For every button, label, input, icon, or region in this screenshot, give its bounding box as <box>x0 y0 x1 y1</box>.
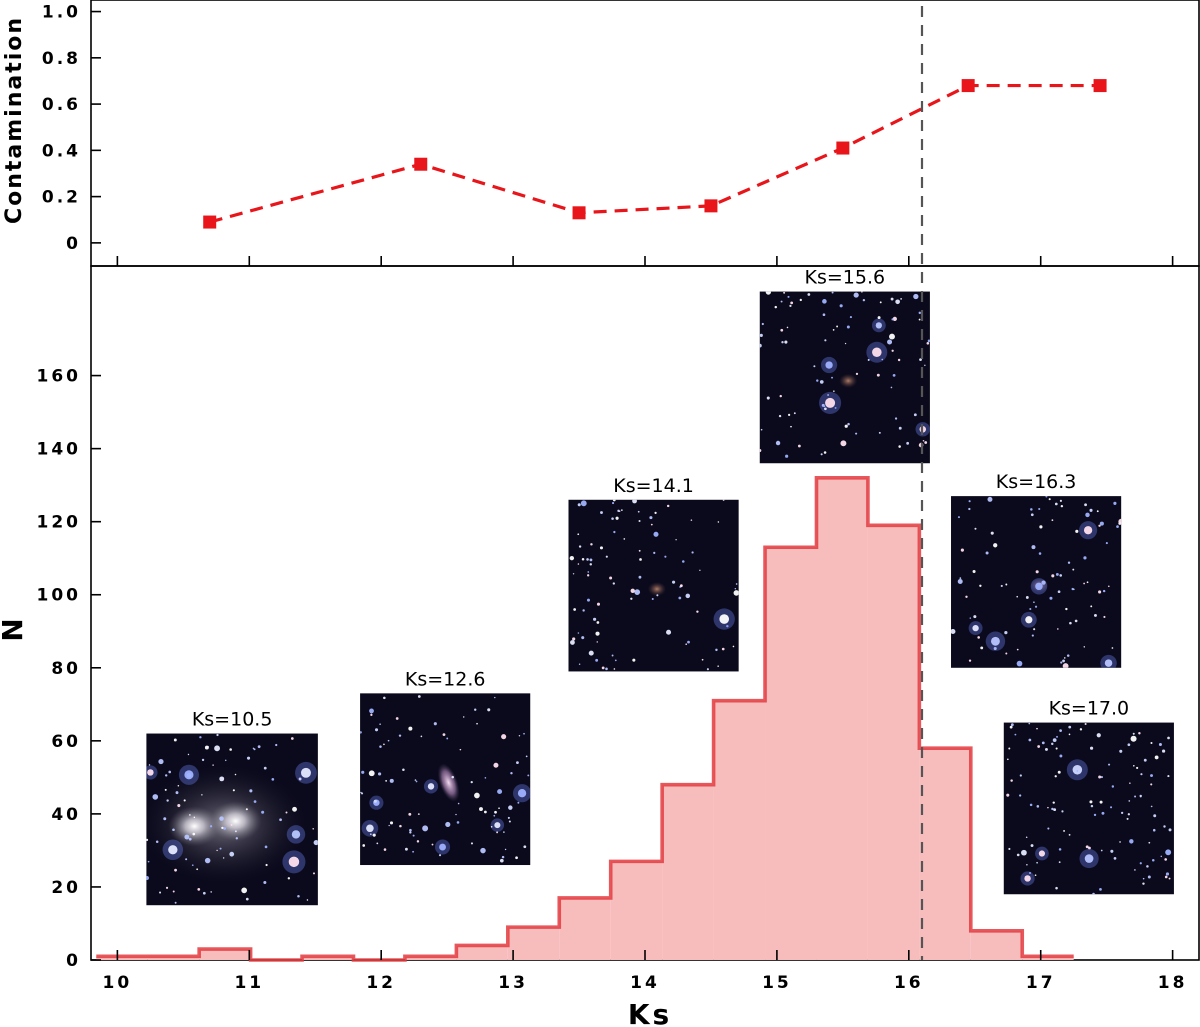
thumbnail-label: Ks=10.5 <box>192 709 273 731</box>
contamination-panel: 0 0.2 0.4 0.6 0.8 1.0 Contamination <box>2 0 1200 267</box>
bottom-y-ticks: 0 20 40 60 80 100 120 140 160 <box>37 367 101 971</box>
histogram-bar <box>147 956 200 960</box>
histogram-bar <box>970 930 1023 960</box>
thumbnail-starfield <box>146 733 318 904</box>
histogram-bar <box>559 897 611 960</box>
contamination-series <box>203 79 1107 229</box>
thumbnail-4: Ks=16.3 <box>951 471 1122 668</box>
histogram-bar <box>816 477 868 960</box>
histogram-bar <box>404 956 457 960</box>
top-y-tick-label: 0 <box>66 234 81 254</box>
thumbnail-label: Ks=17.0 <box>1049 698 1130 720</box>
histogram-bar <box>1022 956 1074 960</box>
contamination-point <box>414 157 428 171</box>
bottom-x-tick-label: 15 <box>762 973 792 993</box>
thumbnail-0: Ks=10.5 <box>146 709 318 906</box>
top-y-tick-label: 0.6 <box>42 95 81 115</box>
top-panel-frame <box>90 0 1200 267</box>
top-y-tick-label: 1.0 <box>42 3 81 23</box>
bottom-x-tick-label: 13 <box>498 973 528 993</box>
bottom-y-tick-label: 160 <box>37 367 82 387</box>
bottom-x-tick-label: 18 <box>1158 973 1188 993</box>
thumbnail-1: Ks=12.6 <box>360 668 531 866</box>
bottom-x-tick-label: 11 <box>234 973 264 993</box>
top-y-axis-title: Contamination <box>2 16 27 224</box>
histogram-bar <box>456 945 508 960</box>
bottom-x-tick-label: 16 <box>894 973 924 993</box>
divider-ticks <box>116 256 1174 266</box>
thumbnail-2: Ks=14.1 <box>568 475 739 672</box>
thumbnail-starfield <box>1006 722 1172 895</box>
contamination-point <box>704 199 718 213</box>
histogram-bar <box>610 861 663 960</box>
thumbnail-label: Ks=14.1 <box>613 475 694 497</box>
histogram-bar <box>662 784 714 960</box>
histogram-bar <box>713 700 766 960</box>
contamination-point <box>1093 79 1107 93</box>
histogram-bar <box>919 748 971 960</box>
bottom-y-axis-title: N <box>0 618 29 641</box>
bottom-x-tick-label: 10 <box>103 973 133 993</box>
bottom-x-tick-label: 17 <box>1026 973 1056 993</box>
contamination-point <box>836 141 850 155</box>
bottom-x-tick-label: 14 <box>630 973 660 993</box>
contamination-point <box>961 79 975 93</box>
bottom-y-tick-label: 100 <box>37 586 82 606</box>
bottom-y-tick-label: 0 <box>66 951 81 971</box>
top-y-tick-label: 0.8 <box>42 49 81 69</box>
thumbnail-3: Ks=15.6 <box>759 267 930 464</box>
bottom-y-tick-label: 140 <box>37 440 82 460</box>
bottom-y-tick-label: 80 <box>51 659 81 679</box>
histogram-bar <box>302 956 354 960</box>
histogram-bar <box>507 927 560 960</box>
bottom-y-tick-label: 40 <box>51 805 81 825</box>
top-y-tick-label: 0.2 <box>42 188 81 208</box>
thumbnail-starfield <box>951 496 1122 668</box>
bottom-x-tick-label: 12 <box>366 973 396 993</box>
thumbnail-starfield <box>360 695 531 863</box>
thumbnail-images: Ks=10.5 Ks=12.6 Ks=14.1 Ks=15.6 Ks=16.3 Ks=17… <box>146 267 1174 906</box>
thumbnail-starfield <box>759 291 930 458</box>
histogram-step-outline <box>96 476 1074 962</box>
thumbnail-background <box>1003 722 1174 895</box>
top-y-tick-label: 0.4 <box>42 141 81 161</box>
thumbnail-label: Ks=16.3 <box>996 471 1077 493</box>
thumbnail-starfield <box>569 499 739 671</box>
histogram-bar <box>765 547 817 960</box>
histogram <box>96 476 1074 962</box>
x-axis-title: Ks <box>628 998 672 1027</box>
thumbnail-label: Ks=12.6 <box>405 668 486 690</box>
bottom-y-tick-label: 120 <box>37 513 82 533</box>
top-y-ticks: 0 0.2 0.4 0.6 0.8 1.0 <box>42 3 101 254</box>
bottom-y-tick-label: 60 <box>51 732 81 752</box>
histogram-bar <box>96 956 148 960</box>
thumbnail-5: Ks=17.0 <box>1003 698 1174 895</box>
histogram-bar <box>867 525 920 960</box>
bottom-x-ticks: 10 11 12 13 14 15 16 17 18 <box>103 950 1188 993</box>
histogram-panel: Ks=10.5 Ks=12.6 Ks=14.1 Ks=15.6 Ks=16.3 Ks=17… <box>0 265 1200 1027</box>
contamination-point <box>572 206 586 220</box>
contamination-point <box>203 215 217 229</box>
thumbnail-label: Ks=15.6 <box>805 267 886 289</box>
histogram-bar <box>199 949 251 960</box>
bottom-y-tick-label: 20 <box>51 878 81 898</box>
contamination-line <box>209 83 1101 224</box>
